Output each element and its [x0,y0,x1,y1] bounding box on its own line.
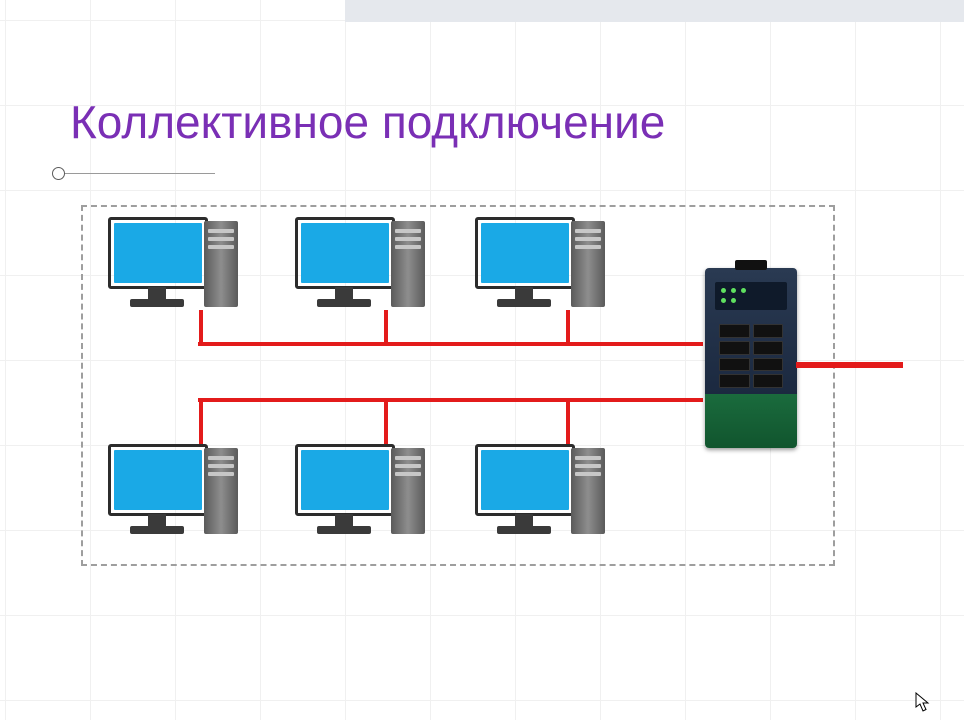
monitor-icon [475,217,575,289]
title-underline [55,173,215,174]
ethernet-port [719,341,750,355]
switch-rail [735,260,767,270]
ethernet-port [719,358,750,372]
cable-segment [384,398,388,444]
title-bullet-marker [52,167,65,180]
monitor-base [497,299,551,307]
monitor-base [497,526,551,534]
pc-tower-icon [391,448,425,534]
monitor-icon [295,444,395,516]
slide: Коллективное подключение [8,20,948,720]
ethernet-port [753,324,784,338]
monitor-base [317,299,371,307]
pc-tower-icon [204,448,238,534]
ethernet-port [719,374,750,388]
computer-4 [108,444,248,544]
monitor-icon [108,217,208,289]
switch-panel [715,282,787,310]
top-bar [345,0,964,22]
pc-tower-icon [391,221,425,307]
uplink-segment [796,362,903,368]
computer-5 [295,444,435,544]
computer-2 [295,217,435,317]
monitor-icon [295,217,395,289]
monitor-icon [475,444,575,516]
ethernet-port [753,374,784,388]
pc-tower-icon [571,448,605,534]
cable-segment [199,398,203,444]
computer-1 [108,217,248,317]
page: Коллективное подключение [0,0,964,720]
switch-ports [719,324,783,388]
mouse-cursor-icon [915,692,931,712]
slide-title: Коллективное подключение [70,95,665,149]
monitor-base [317,526,371,534]
computer-3 [475,217,615,317]
monitor-icon [108,444,208,516]
pc-tower-icon [204,221,238,307]
monitor-base [130,526,184,534]
cable-segment [566,398,570,444]
monitor-base [130,299,184,307]
pc-tower-icon [571,221,605,307]
computer-6 [475,444,615,544]
cable-segment [198,342,703,346]
ethernet-port [719,324,750,338]
ethernet-port [753,341,784,355]
ethernet-port [753,358,784,372]
cable-segment [198,398,703,402]
